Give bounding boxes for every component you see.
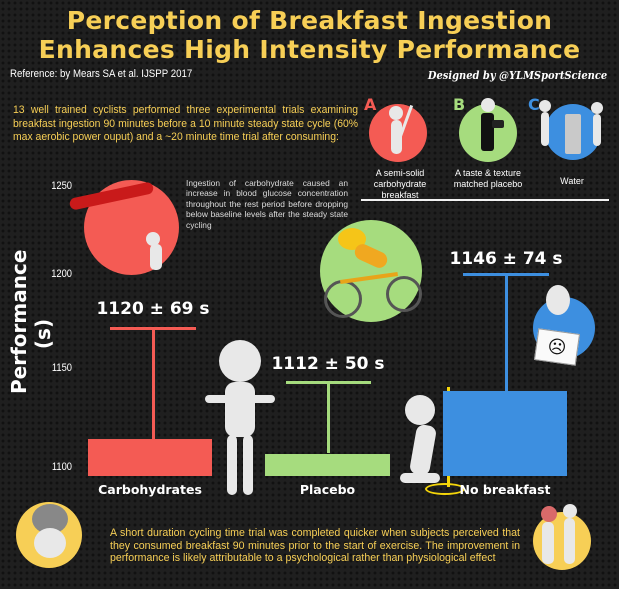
no-breakfast-error-bar	[505, 273, 508, 391]
carbohydrates-error-bar	[152, 327, 155, 439]
condition-c-label: Water	[560, 176, 584, 186]
no-breakfast-bar	[443, 391, 567, 476]
divider	[361, 199, 609, 201]
sad-face-sign-figure-icon: ☹	[533, 285, 595, 366]
brain-gears-figure-icon	[16, 502, 82, 568]
chef-with-fork-icon	[369, 104, 427, 162]
condition-a-label: A semi-solid carbohydrate breakfast	[373, 168, 427, 200]
placebo-bar	[265, 454, 390, 476]
title-line-2: Enhances High Intensity Performance	[38, 35, 581, 64]
designed-by-text: Designed by @YLMSportScience	[427, 69, 607, 82]
carbohydrates-category-label: Carbohydrates	[98, 482, 202, 497]
y-tick-1150: 1150	[51, 362, 72, 374]
condition-c-letter: C	[528, 95, 540, 114]
sad-face-icon: ☹	[533, 328, 581, 366]
no-breakfast-category-label: No breakfast	[459, 482, 551, 497]
magician-with-hat-icon	[459, 98, 517, 162]
y-tick-1250: 1250	[51, 180, 72, 192]
placebo-category-label: Placebo	[299, 482, 356, 497]
condition-b-label: A taste & texture matched placebo	[453, 168, 523, 189]
cyclist-icon	[320, 220, 422, 322]
hero-cape-figure-icon	[68, 180, 179, 275]
brain-examining-figures-icon	[533, 504, 591, 570]
y-tick-1100: 1100	[51, 461, 72, 473]
pointing-figure-icon	[205, 340, 275, 500]
page-title: Perception of Breakfast Ingestion Enhanc…	[0, 6, 619, 64]
carbohydrates-bar	[88, 439, 212, 476]
placebo-value-label: 1112 ± 50 s	[271, 354, 385, 374]
reference-text: Reference: by Mears SA et al. IJSPP 2017	[10, 68, 193, 80]
carbohydrates-value-label: 1120 ± 69 s	[96, 299, 210, 319]
placebo-error-bar	[327, 381, 330, 453]
intro-text: 13 well trained cyclists performed three…	[13, 104, 359, 143]
water-cooler-icon	[539, 100, 603, 160]
annotation-note: Ingestion of carbohydrate caused an incr…	[186, 178, 348, 230]
y-tick-1200: 1200	[51, 268, 72, 280]
no-breakfast-value-label: 1146 ± 74 s	[449, 249, 563, 269]
y-axis-label: Performance (s)	[7, 249, 55, 394]
condition-a-letter: A	[364, 95, 377, 114]
title-line-1: Perception of Breakfast Ingestion	[66, 6, 553, 35]
condition-b-letter: B	[453, 95, 466, 114]
conclusion-text: A short duration cycling time trial was …	[110, 527, 520, 565]
